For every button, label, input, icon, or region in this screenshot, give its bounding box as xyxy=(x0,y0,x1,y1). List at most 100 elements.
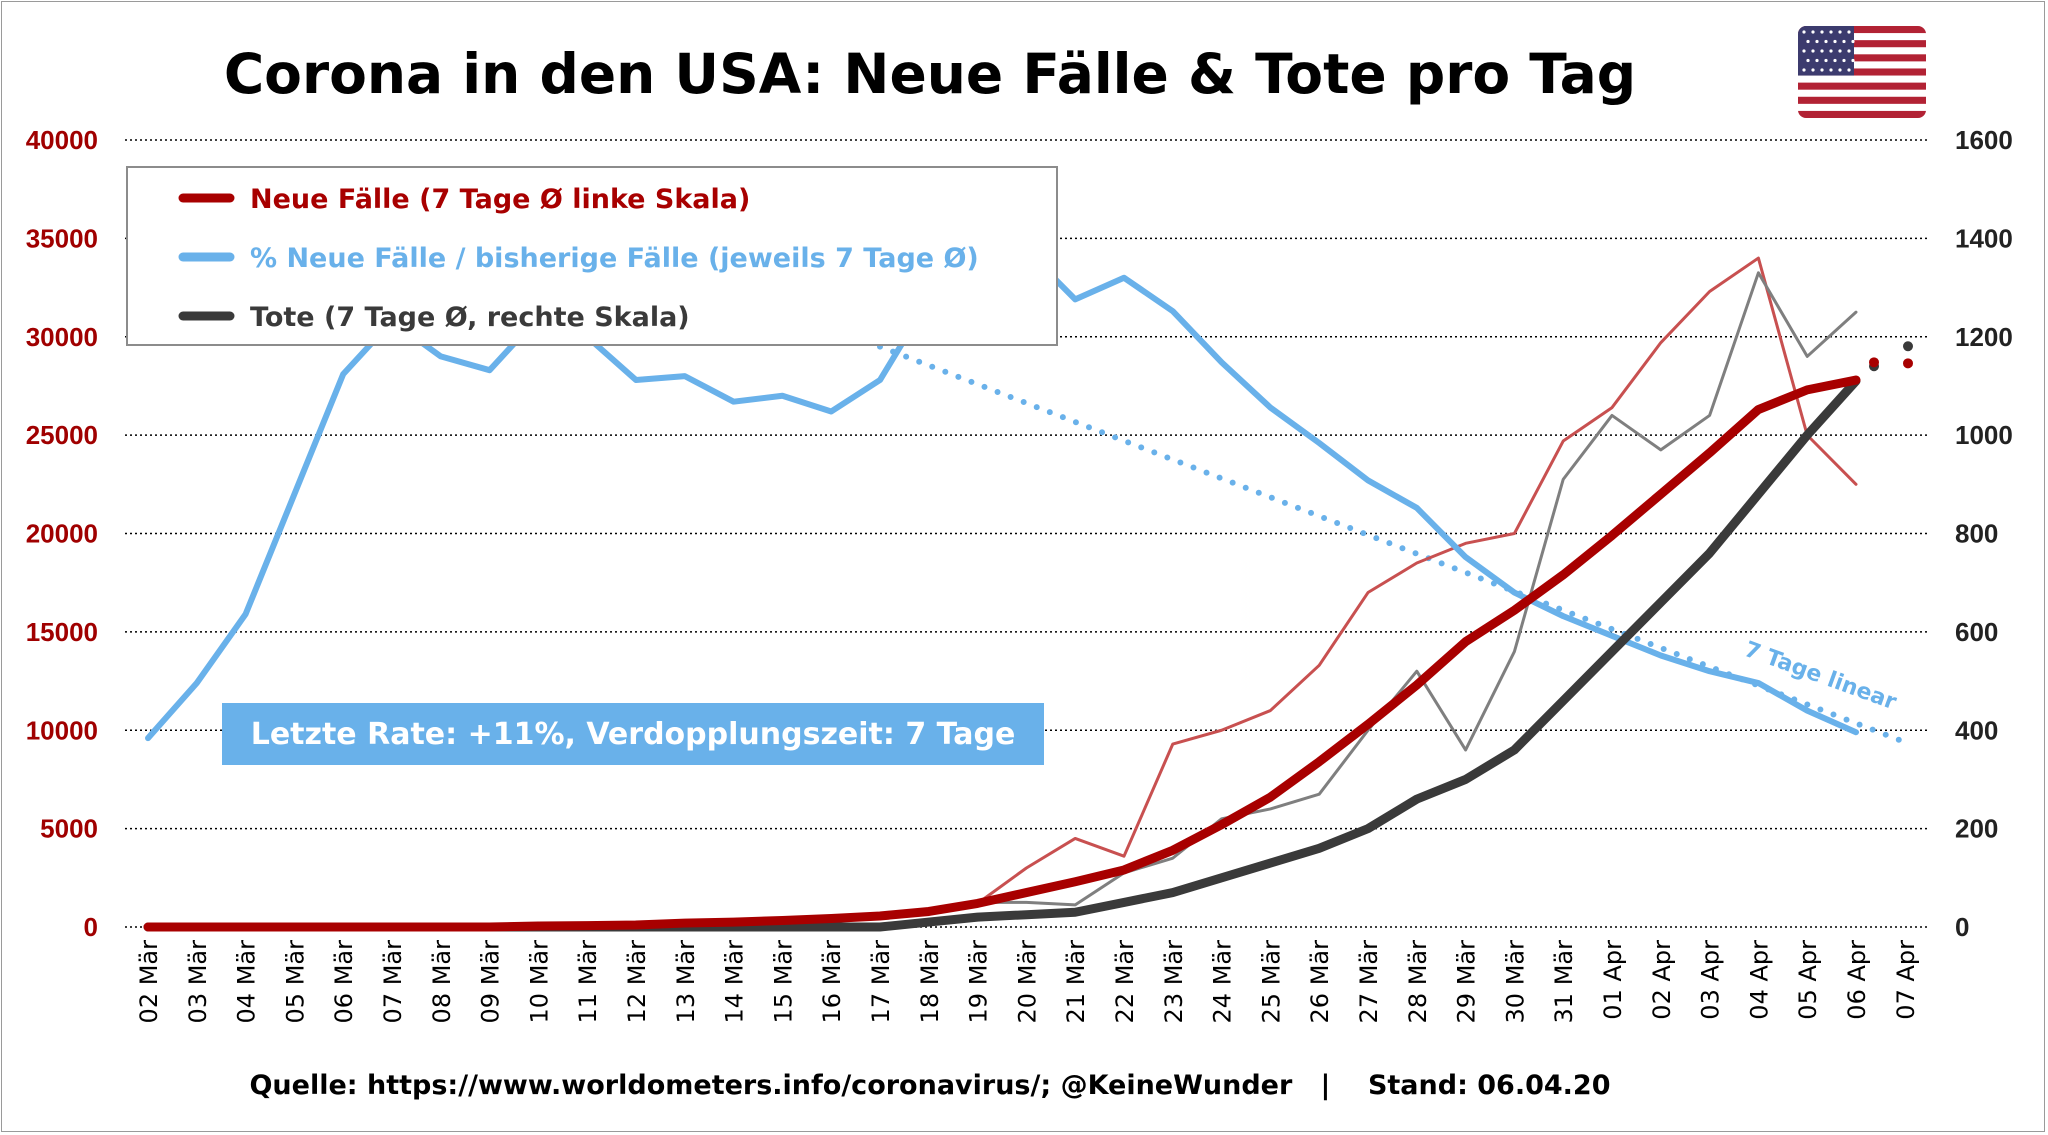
flag-star xyxy=(1847,30,1851,34)
legend-label: Tote (7 Tage Ø, rechte Skala) xyxy=(250,302,690,333)
left-axis-ticks: 0 5000 10000 15000 20000 25000 30000 35000 40000 xyxy=(26,125,98,942)
x-tick-label: 27 Mär xyxy=(1355,940,1383,1024)
y-right-tick-label: 800 xyxy=(1955,519,1998,549)
x-tick-label: 21 Mär xyxy=(1062,940,1090,1024)
flag-star xyxy=(1815,39,1819,44)
flag-star xyxy=(1811,68,1815,72)
x-tick-label: 30 Mär xyxy=(1501,940,1529,1024)
x-tick-label: 23 Mär xyxy=(1160,940,1188,1024)
x-tick-label: 31 Mär xyxy=(1550,940,1578,1024)
legend-label: Neue Fälle (7 Tage Ø linke Skala) xyxy=(250,184,750,215)
flag-stripe xyxy=(1798,26,1926,34)
flag-stripe xyxy=(1798,68,1926,77)
y-left-tick-label: 25000 xyxy=(26,420,98,450)
flag-star xyxy=(1842,39,1846,44)
legend-box xyxy=(126,166,1058,346)
y-left-tick-label: 30000 xyxy=(26,322,98,352)
right-axis-ticks: 0 200 400 600 800 1000 1200 1400 1600 xyxy=(1955,125,2013,942)
series-line xyxy=(143,375,1861,932)
x-tick-label: 25 Mär xyxy=(1257,940,1285,1024)
x-tick-label: 20 Mär xyxy=(1013,940,1041,1024)
trend-line xyxy=(877,343,1908,746)
x-tick-label: 24 Mär xyxy=(1209,940,1237,1024)
y-left-tick-label: 15000 xyxy=(26,617,98,647)
flag-star xyxy=(1838,68,1842,72)
x-tick-label: 28 Mär xyxy=(1404,940,1432,1024)
legend: Neue Fälle (7 Tage Ø linke Skala) % Neue … xyxy=(126,166,1058,346)
flag-star xyxy=(1806,39,1810,44)
x-tick-label: 11 Mär xyxy=(574,940,602,1024)
legend-label: % Neue Fälle / bisherige Fälle (jeweils … xyxy=(250,243,979,274)
flag-star xyxy=(1802,30,1806,34)
flag-stripe xyxy=(1798,82,1926,91)
flag-star xyxy=(1811,30,1815,34)
x-tick-label: 09 Mär xyxy=(477,940,505,1024)
x-tick-label: 01 Apr xyxy=(1599,940,1627,1020)
flag-star xyxy=(1829,68,1833,72)
flag-stripe xyxy=(1798,110,1926,118)
y-left-tick-label: 0 xyxy=(84,912,98,942)
x-tick-label: 02 Apr xyxy=(1648,940,1676,1020)
x-tick-label: 26 Mär xyxy=(1306,940,1334,1024)
rate-annotation-text: Letzte Rate: +11%, Verdopplungszeit: 7 T… xyxy=(251,717,1016,752)
x-axis-ticks: 02 Mär 03 Mär 04 Mär 05 Mär 06 Mär 07 Mär 08 M… xyxy=(135,940,1920,1024)
x-tick-label: 02 Mär xyxy=(135,940,163,1024)
projection-dot xyxy=(1903,341,1913,352)
x-tick-label: 07 Mär xyxy=(379,940,407,1024)
x-tick-label: 10 Mär xyxy=(525,940,553,1024)
flag-star xyxy=(1820,49,1824,53)
x-tick-label: 14 Mär xyxy=(721,940,749,1024)
flag-stripe xyxy=(1798,96,1926,105)
flag-star xyxy=(1802,49,1806,53)
x-tick-label: 16 Mär xyxy=(818,940,846,1024)
x-tick-label: 03 Apr xyxy=(1697,940,1725,1020)
series-line xyxy=(143,376,1861,932)
flag-stripe xyxy=(1798,75,1926,84)
y-left-tick-label: 5000 xyxy=(40,814,98,844)
x-tick-label: 12 Mär xyxy=(623,940,651,1024)
source-footer: Quelle: https://www.worldometers.info/co… xyxy=(249,1070,1611,1101)
y-left-tick-label: 20000 xyxy=(26,519,98,549)
x-tick-label: 17 Mär xyxy=(867,940,895,1024)
trend-label: 7 Tage linear xyxy=(1741,637,1900,715)
flag-star xyxy=(1829,30,1833,34)
x-tick-label: 04 Mär xyxy=(233,940,261,1024)
y-right-tick-label: 0 xyxy=(1955,912,1969,942)
y-right-tick-label: 600 xyxy=(1955,617,1998,647)
chart-title: Corona in den USA: Neue Fälle & Tote pro… xyxy=(223,42,1637,106)
y-right-tick-label: 1200 xyxy=(1955,322,2013,352)
flag-stripe xyxy=(1798,103,1926,112)
flag-star xyxy=(1811,49,1815,53)
series-line xyxy=(927,256,1858,913)
flag-stripe xyxy=(1798,40,1926,48)
flag-star xyxy=(1815,58,1819,63)
flag-canton xyxy=(1798,26,1854,76)
flag-star xyxy=(1833,58,1837,63)
flag-star xyxy=(1838,49,1842,53)
x-tick-label: 08 Mär xyxy=(428,940,456,1024)
flag-star xyxy=(1851,58,1855,63)
x-tick-label: 03 Mär xyxy=(184,940,212,1024)
flag-star xyxy=(1820,30,1824,34)
x-tick-label: 19 Mär xyxy=(965,940,993,1024)
flag-star xyxy=(1842,58,1846,63)
series-lines xyxy=(143,247,1913,932)
y-right-tick-label: 1000 xyxy=(1955,420,2013,450)
flag-star xyxy=(1806,58,1810,63)
projection-dot xyxy=(1903,358,1913,369)
flag-star xyxy=(1847,68,1851,72)
flag-star xyxy=(1820,68,1824,72)
y-left-tick-label: 40000 xyxy=(26,125,98,155)
flag-stripe xyxy=(1798,89,1926,98)
flag-star xyxy=(1824,39,1828,44)
y-right-tick-label: 400 xyxy=(1955,715,1998,745)
y-left-tick-label: 35000 xyxy=(26,223,98,253)
x-tick-label: 22 Mär xyxy=(1111,940,1139,1024)
x-tick-label: 05 Apr xyxy=(1794,940,1822,1020)
flag-star xyxy=(1802,68,1806,72)
x-tick-label: 29 Mär xyxy=(1453,940,1481,1024)
x-tick-label: 06 Apr xyxy=(1843,940,1871,1020)
flag-stripe xyxy=(1798,61,1926,69)
